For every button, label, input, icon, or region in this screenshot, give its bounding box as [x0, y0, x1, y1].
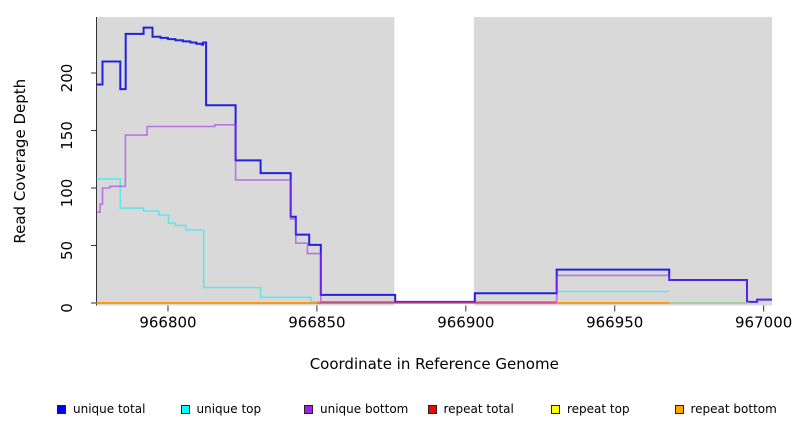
coverage-chart: 0 50 100 150 200 966800 966850 966900 966950 9670… [11, 17, 792, 373]
legend-item-unique-bottom: unique bottom [304, 401, 408, 417]
series-line-unique-total [96, 26, 772, 303]
x-axis-title: Coordinate in Reference Genome [310, 355, 559, 373]
legend-label: unique total [73, 402, 146, 416]
y-tick-label: 150 [58, 121, 76, 150]
legend-swatch-icon [427, 404, 437, 414]
legend-item-repeat-total: repeat total [427, 401, 514, 417]
x-tick-label: 966900 [437, 314, 494, 332]
x-tick-label: 966950 [586, 314, 643, 332]
legend-label: repeat bottom [690, 402, 777, 416]
series-line-unique-bottom [96, 124, 772, 303]
legend-swatch-icon [180, 404, 190, 414]
legend-item-repeat-top: repeat top [551, 401, 630, 417]
series-line-unique-top [96, 178, 395, 303]
x-tick-label: 966850 [288, 314, 345, 332]
legend-label: repeat top [567, 402, 630, 416]
legend-swatch-icon [57, 404, 66, 414]
chart-legend: unique total unique top unique bottom repea… [0, 398, 792, 418]
legend-item-repeat-bottom: repeat bottom [674, 401, 777, 417]
y-tick-label: 200 [58, 64, 76, 93]
legend-swatch-icon [551, 404, 560, 414]
legend-item-unique-top: unique top [180, 401, 262, 417]
x-tick-label: 967000 [735, 314, 792, 332]
legend-swatch-icon [304, 404, 313, 414]
y-axis-title: Read Coverage Depth [11, 79, 29, 244]
y-tick-label: 0 [58, 303, 76, 313]
legend-label: unique bottom [320, 402, 409, 416]
legend-item-unique-total: unique total [57, 401, 145, 417]
legend-label: repeat total [443, 402, 514, 416]
y-tick-label: 50 [58, 241, 76, 260]
masked-region [394, 17, 474, 306]
y-tick-label: 100 [58, 179, 76, 208]
x-tick-label: 966800 [139, 314, 196, 332]
legend-label: unique top [196, 402, 262, 416]
legend-swatch-icon [674, 404, 684, 414]
